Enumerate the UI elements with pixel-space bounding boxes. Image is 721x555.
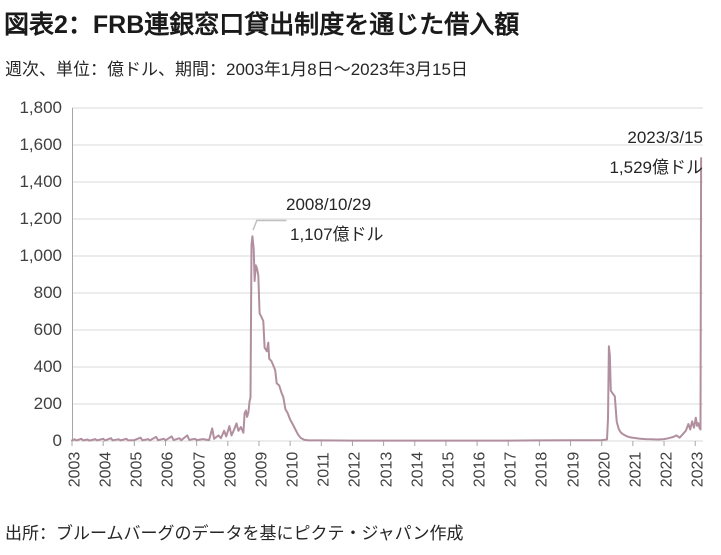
x-axis-label: 2019: [565, 451, 583, 488]
annotation-2008-value: 1,107億ドル: [290, 225, 384, 244]
x-axis-label: 2017: [502, 451, 520, 488]
x-axis-label: 2003: [66, 451, 84, 488]
x-axis-label: 2007: [191, 451, 209, 488]
annotation-2008-date: 2008/10/29: [286, 195, 372, 214]
x-axis-label: 2016: [471, 451, 489, 488]
x-axis-label: 2023: [689, 451, 707, 488]
annotation-2008-peak: 2008/10/29 1,107億ドル: [286, 190, 384, 250]
x-axis-label: 2018: [533, 451, 551, 488]
y-axis-label: 200: [33, 394, 62, 413]
x-axis-label: 2009: [253, 451, 271, 488]
x-axis-label: 2005: [128, 451, 146, 488]
y-axis-label: 1,800: [19, 98, 62, 117]
data-series-line: [71, 157, 703, 442]
y-axis-label: 1,200: [19, 209, 62, 228]
source-note: 出所：ブルームバーグのデータを基にピクテ・ジャパン作成: [5, 524, 464, 543]
x-axis-label: 2012: [346, 451, 364, 488]
x-axis-label: 2020: [596, 451, 614, 488]
x-axis-label: 2006: [159, 451, 177, 488]
plot-area: [71, 107, 703, 446]
x-axis-label: 2015: [440, 451, 458, 488]
figure-title: 図表2：FRB連銀窓口貸出制度を通じた借入額: [4, 11, 520, 39]
x-axis-label: 2013: [378, 451, 396, 488]
annotation-2023-date: 2023/3/15: [627, 128, 703, 147]
y-axis-label: 800: [33, 283, 62, 302]
y-axis-label: 1,600: [19, 135, 62, 154]
x-axis-label: 2008: [222, 451, 240, 488]
x-axis-label: 2021: [627, 451, 645, 488]
x-axis-label: 2022: [658, 451, 676, 488]
annotation-2023-value: 1,529億ドル: [609, 158, 703, 177]
x-axis-label: 2014: [409, 451, 427, 488]
y-axis-label: 1,000: [19, 246, 62, 265]
y-axis-label: 0: [52, 431, 62, 450]
y-axis-label: 600: [33, 320, 62, 339]
callout-leader-line: [252, 219, 287, 231]
x-axis-label: 2004: [97, 451, 115, 488]
x-axis-label: 2010: [284, 451, 302, 488]
y-axis-label: 1,400: [19, 172, 62, 191]
x-axis-label: 2011: [315, 452, 333, 487]
y-axis-label: 400: [33, 357, 62, 376]
figure-subtitle: 週次、単位：億ドル、期間：2003年1月8日～2023年3月15日: [5, 60, 468, 79]
annotation-2023-peak: 2023/3/15 1,529億ドル: [609, 123, 703, 183]
